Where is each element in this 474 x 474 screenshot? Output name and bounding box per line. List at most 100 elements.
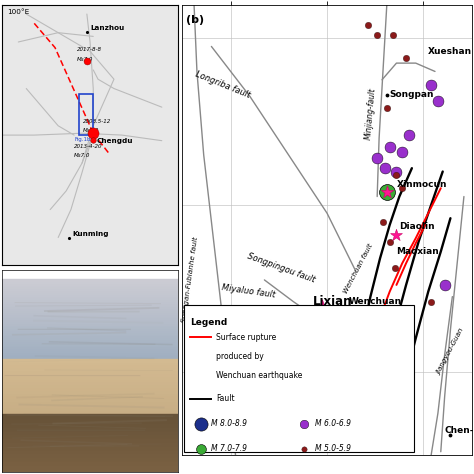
Bar [2, 321, 178, 323]
Bar [2, 404, 178, 407]
Bar [2, 379, 178, 382]
Text: Wenchuan: Wenchuan [348, 297, 401, 306]
Text: Surface rupture: Surface rupture [216, 333, 276, 342]
Text: Songpingou fault: Songpingou fault [246, 252, 316, 285]
Bar [2, 437, 178, 441]
Bar [2, 410, 178, 412]
Bar [2, 290, 178, 292]
Text: Songpan: Songpan [390, 91, 434, 99]
Bar [2, 395, 178, 398]
Text: Maoxian-Wenchuan fault: Maoxian-Wenchuan fault [321, 319, 367, 398]
Point [379, 218, 387, 225]
Bar [2, 352, 178, 354]
Bar [2, 306, 178, 308]
Bar [2, 312, 178, 314]
Bar [2, 334, 178, 336]
Bar [2, 449, 178, 453]
Bar [2, 319, 178, 321]
Bar [2, 285, 178, 286]
Bar [2, 325, 178, 327]
Bar [2, 339, 178, 341]
Point [392, 171, 400, 179]
Point [428, 298, 435, 305]
Bar [2, 327, 178, 328]
Text: Minjiang-fault: Minjiang-fault [364, 87, 377, 139]
Bar [2, 398, 178, 401]
Bar [2, 299, 178, 301]
Point [441, 281, 448, 289]
Text: Diaolin: Diaolin [400, 222, 435, 231]
Text: Yingxiu-Beichuan fault: Yingxiu-Beichuan fault [368, 315, 411, 388]
Bar [2, 337, 178, 339]
Bar [2, 376, 178, 379]
Text: Miyaluo fault: Miyaluo fault [220, 283, 275, 300]
Point [197, 445, 205, 453]
Bar [2, 373, 178, 376]
Bar [2, 433, 178, 437]
Point [197, 420, 205, 428]
Point [364, 21, 371, 28]
Bar [2, 317, 178, 319]
Bar [2, 362, 178, 365]
Bar [2, 348, 178, 350]
Point [434, 98, 442, 105]
Point [383, 188, 391, 195]
Bar [2, 296, 178, 297]
Text: (b): (b) [186, 15, 204, 25]
Bar [2, 407, 178, 410]
Bar [2, 445, 178, 449]
Bar [2, 356, 178, 357]
Point [391, 264, 398, 272]
Bar [2, 301, 178, 303]
Text: Lixian: Lixian [313, 295, 352, 308]
Bar [2, 392, 178, 395]
Bar [2, 468, 178, 472]
Text: Longriba fault: Longriba fault [194, 70, 252, 100]
Bar [2, 336, 178, 337]
Bar [2, 350, 178, 352]
Bar [2, 367, 178, 370]
Bar [2, 384, 178, 387]
Point [428, 81, 435, 89]
Text: Legend: Legend [190, 318, 228, 327]
Bar [2, 418, 178, 422]
Bar [2, 460, 178, 464]
Bar [2, 456, 178, 460]
Text: Fault: Fault [216, 394, 235, 403]
Text: Ms7.0: Ms7.0 [74, 154, 91, 158]
Bar [2, 382, 178, 384]
Bar [2, 316, 178, 317]
Bar [2, 390, 178, 392]
Bar [2, 341, 178, 343]
Bar [2, 412, 178, 415]
Text: M 8.0-8.9: M 8.0-8.9 [211, 419, 247, 428]
Point [402, 55, 410, 62]
Point [300, 445, 308, 453]
Text: 2017-8-8: 2017-8-8 [77, 47, 102, 52]
Bar [2, 422, 178, 426]
Bar [2, 330, 178, 332]
Bar [2, 288, 178, 290]
Bar [79, 94, 93, 135]
Point [399, 148, 406, 155]
Text: Chengdu: Chengdu [96, 137, 133, 144]
Text: Xueshan: Xueshan [428, 47, 473, 56]
Text: Ms7.0: Ms7.0 [77, 56, 94, 62]
Text: Xinmocun: Xinmocun [396, 181, 447, 189]
Point [399, 184, 406, 192]
Bar [2, 429, 178, 433]
Bar [2, 354, 178, 356]
Text: M 7.0-7.9: M 7.0-7.9 [211, 444, 247, 453]
Bar [2, 332, 178, 334]
Text: Lanzhou: Lanzhou [90, 25, 124, 31]
Text: Wenchuan fault: Wenchuan fault [342, 242, 374, 294]
Point [386, 143, 393, 150]
Bar [2, 305, 178, 307]
Text: M 5.0-5.9: M 5.0-5.9 [315, 444, 351, 453]
Bar [2, 357, 178, 359]
Bar [2, 308, 178, 310]
Text: 2008.5-12: 2008.5-12 [83, 119, 111, 124]
Point [389, 31, 396, 38]
Bar [2, 387, 178, 390]
Bar [2, 314, 178, 316]
